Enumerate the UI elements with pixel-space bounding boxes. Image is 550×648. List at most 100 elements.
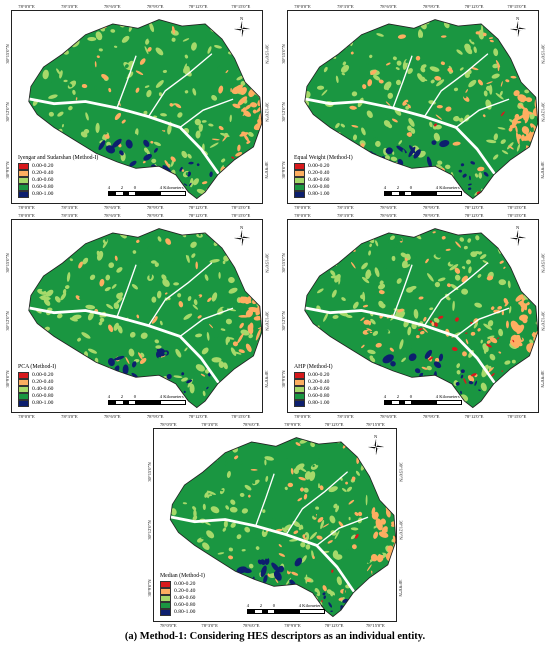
- class-area-0.60-0.80: [124, 64, 129, 69]
- class-area-0.60-0.80: [129, 361, 131, 365]
- class-area-0.40-0.60: [391, 255, 396, 262]
- class-area-0.20-0.40: [489, 39, 494, 43]
- class-area-0.40-0.60: [195, 364, 205, 372]
- class-area-0.20-0.40: [81, 83, 88, 89]
- class-area-0.20-0.40: [195, 261, 198, 270]
- class-area-0.40-0.60: [202, 503, 206, 511]
- class-area-0.60-0.80: [496, 255, 500, 260]
- class-area-0.20-0.40: [384, 476, 388, 481]
- class-area-0.40-0.60: [272, 441, 278, 445]
- class-area-0.40-0.60: [146, 89, 152, 98]
- class-area-0.60-0.80: [329, 325, 333, 330]
- class-area-0.40-0.60: [215, 442, 222, 450]
- class-area-0.20-0.40: [338, 597, 344, 601]
- class-area-0.20-0.40: [447, 283, 451, 288]
- class-area-0.40-0.60: [221, 158, 226, 163]
- scale-label: 0: [409, 394, 413, 399]
- class-area-0.40-0.60: [96, 250, 104, 261]
- class-area-0.40-0.60: [361, 262, 368, 270]
- class-area-0.20-0.40: [504, 302, 509, 307]
- class-area-0.60-0.80: [366, 62, 369, 66]
- class-area-0.40-0.60: [85, 304, 96, 310]
- longitude-tick-label: 78°12'0"E: [324, 422, 344, 427]
- class-area-0.40-0.60: [386, 602, 393, 606]
- class-area-0.40-0.60: [474, 173, 479, 178]
- class-area-0.40-0.60: [375, 240, 379, 247]
- class-area-0.40-0.60: [170, 548, 176, 555]
- class-area-0.60-0.80: [162, 126, 167, 131]
- class-area-0.60-0.80: [383, 490, 389, 494]
- class-area-0.40-0.60: [429, 66, 440, 72]
- class-area-0.40-0.60: [385, 84, 390, 91]
- class-area-0.60-0.80: [523, 100, 528, 105]
- class-area-0.60-0.80: [272, 538, 277, 544]
- class-area-0.40-0.60: [329, 515, 336, 524]
- class-area-0.40-0.60: [40, 354, 43, 365]
- class-area-0.80-1.00: [273, 570, 282, 581]
- class-area-0.40-0.60: [55, 22, 59, 27]
- class-area-0.60-0.80: [55, 349, 59, 352]
- class-area-0.60-0.80: [185, 456, 190, 460]
- legend-swatch: [160, 587, 171, 595]
- class-area-0.40-0.60: [181, 150, 188, 159]
- class-area-0.20-0.40: [201, 181, 208, 185]
- river-line: [116, 264, 137, 318]
- class-area-0.20-0.40: [224, 447, 229, 450]
- class-area-0.20-0.40: [260, 294, 262, 301]
- class-area-0.60-0.80: [191, 369, 195, 373]
- class-area-0.40-0.60: [456, 370, 461, 375]
- class-area-0.40-0.60: [121, 35, 130, 43]
- legend-item: 0.80-1.00: [160, 608, 205, 616]
- class-area-0.40-0.60: [334, 554, 343, 560]
- class-area-0.40-0.60: [515, 162, 520, 171]
- class-area-0.40-0.60: [352, 301, 359, 309]
- class-area-0.40-0.60: [184, 347, 188, 352]
- legend-item: 0.00-0.20: [294, 162, 353, 170]
- class-area-0.40-0.60: [150, 260, 157, 264]
- legend-swatch: [294, 399, 305, 407]
- class-area-0.40-0.60: [245, 580, 251, 586]
- class-area-0.60-0.80: [109, 288, 114, 294]
- class-area-0.60-0.80: [140, 41, 144, 45]
- class-area-0.40-0.60: [115, 297, 123, 304]
- scale-label: 4 Kilometers: [298, 603, 323, 608]
- class-area-0.40-0.60: [340, 596, 345, 602]
- class-area-0.40-0.60: [342, 61, 347, 66]
- class-area-0.40-0.60: [407, 125, 413, 132]
- class-area-0.20-0.40: [222, 135, 228, 142]
- class-area-0.80-1.00: [131, 372, 139, 379]
- class-area-0.40-0.60: [335, 75, 339, 84]
- class-area-0.20-0.40: [387, 379, 393, 386]
- class-area-0.40-0.60: [171, 37, 176, 42]
- class-area-0.40-0.60: [143, 110, 148, 115]
- class-area-0.40-0.60: [37, 33, 44, 42]
- class-area-0.20-0.40: [232, 103, 241, 109]
- class-area-0.20-0.40: [250, 468, 258, 471]
- class-area-0.60-0.80: [486, 49, 491, 52]
- river-line: [28, 95, 220, 175]
- longitude-tick-label: 78°15'0"E: [231, 213, 251, 218]
- class-area-0.40-0.60: [207, 456, 213, 461]
- class-area-0.60-0.80: [170, 234, 175, 238]
- class-area-0.40-0.60: [425, 387, 432, 391]
- class-area-0.20-0.40: [237, 144, 241, 152]
- class-area-0.80-1.00: [264, 557, 270, 565]
- class-area-0.40-0.60: [340, 64, 350, 73]
- class-area-0.60-0.80: [472, 182, 477, 188]
- class-area-0.60-0.80: [217, 599, 219, 604]
- legend-label: 0.40-0.60: [308, 385, 330, 392]
- class-area-0.40-0.60: [35, 242, 40, 248]
- class-area-0.40-0.60: [201, 347, 209, 355]
- north-label: N: [240, 16, 244, 21]
- class-area-0.20-0.40: [497, 63, 500, 72]
- class-area-0.60-0.80: [348, 463, 352, 469]
- longitude-tick-label: 78°6'0"E: [104, 213, 121, 218]
- class-area-0.40-0.60: [160, 113, 167, 117]
- class-area-0.80-1.00: [378, 166, 383, 179]
- class-area-0.20-0.40: [482, 114, 486, 118]
- class-area-0.40-0.60: [480, 339, 483, 344]
- class-area-0.20-0.40: [521, 126, 530, 135]
- class-area-0.00-0.20: [428, 356, 434, 361]
- class-area-0.40-0.60: [395, 79, 401, 86]
- class-area-0.20-0.40: [291, 571, 299, 576]
